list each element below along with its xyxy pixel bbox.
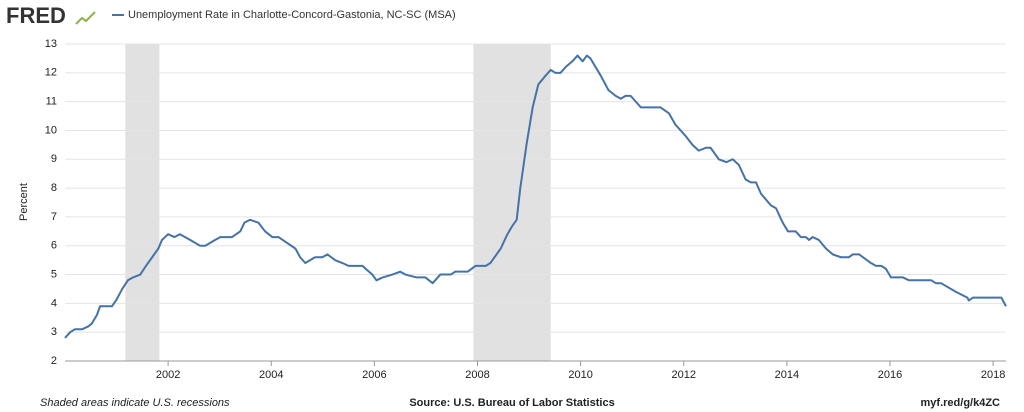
x-tick-label: 2014 [775,369,799,381]
recession-shade [125,44,160,361]
x-tick-label: 2004 [259,369,283,381]
x-tick-label: 2010 [568,369,592,381]
y-tick-label: 4 [51,297,57,309]
series-line [64,54,1007,339]
x-tick-label: 2008 [465,369,489,381]
y-tick-label: 11 [46,96,57,108]
x-tick-label: 2016 [878,369,902,381]
y-tick-label: 5 [51,268,57,280]
footer-source: Source: U.S. Bureau of Labor Statistics [409,397,614,409]
y-tick-label: 13 [45,38,57,50]
y-tick-label: 7 [51,211,57,223]
legend-label[interactable]: Unemployment Rate in Charlotte-Concord-G… [128,9,456,21]
x-tick-label: 2006 [362,369,386,381]
footer-link[interactable]: myf.red/g/k4ZC [921,397,1001,409]
x-tick-label: 2012 [671,369,695,381]
y-tick-label: 12 [45,67,57,79]
x-tick-label: 2018 [981,369,1005,381]
y-tick-label: 8 [51,182,57,194]
y-axis-label: Percent [18,183,30,221]
plot [64,43,1007,366]
recession-shade [473,44,551,361]
y-tick-label: 6 [51,240,57,252]
y-tick-label: 3 [51,326,57,338]
y-tick-label: 9 [51,153,57,165]
y-tick-label: 10 [45,124,57,136]
logo: FRED [6,3,66,28]
footer-note: Shaded areas indicate U.S. recessions [40,397,230,409]
y-tick-label: 2 [51,355,57,367]
logo-icon [75,11,96,25]
x-tick-label: 2002 [156,369,180,381]
